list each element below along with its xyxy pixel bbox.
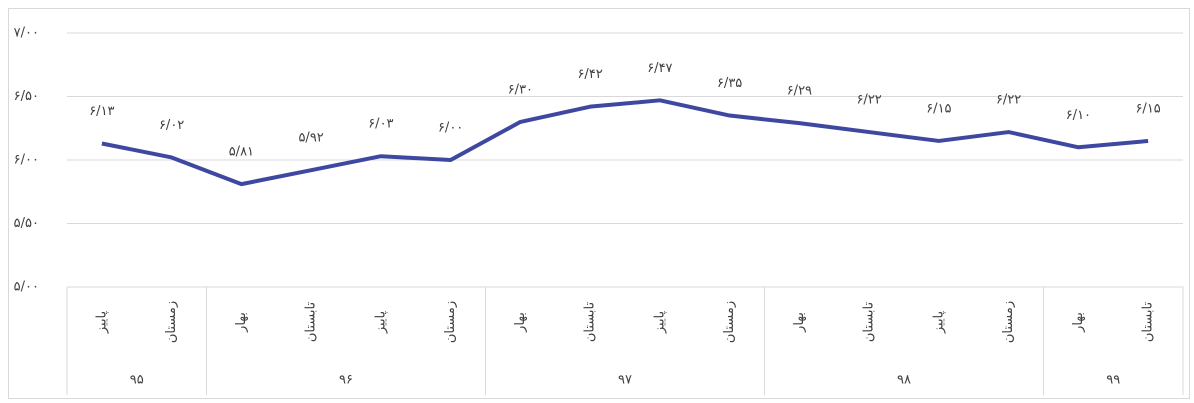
data-label: ۶/۲۲	[856, 93, 881, 108]
data-label: ۶/۱۵	[926, 101, 951, 116]
data-label: ۶/۴۲	[577, 67, 602, 82]
data-label: ۶/۱۰	[1066, 108, 1091, 123]
chart-frame	[8, 8, 1190, 399]
data-label: ۶/۰۳	[368, 117, 393, 132]
x-tick-label: پاییز	[652, 310, 667, 334]
data-label: ۶/۳۵	[717, 76, 742, 91]
data-label: ۶/۲۹	[787, 84, 812, 99]
x-tick-label: پاییز	[373, 310, 388, 334]
x-tick-label: پاییز	[94, 310, 109, 334]
line-series	[101, 98, 1149, 187]
data-label: ۶/۴۷	[647, 61, 672, 76]
x-tick-label: بهار	[234, 312, 249, 333]
y-tick-label: ۶/۵۰	[14, 89, 39, 104]
data-label: ۶/۰۰	[438, 121, 463, 136]
x-tick-label: زمستان	[443, 301, 458, 343]
data-label: ۶/۰۲	[159, 118, 184, 133]
x-tick-label: زمستان	[722, 301, 737, 343]
group-label: ۹۸	[897, 373, 911, 388]
y-tick-label: ۵/۰۰	[14, 280, 39, 295]
x-tick-label: پاییز	[931, 310, 946, 334]
data-label: ۶/۱۵	[1135, 101, 1160, 116]
data-label: ۶/۲۲	[996, 93, 1021, 108]
x-tick-label: تابستان	[304, 302, 319, 343]
data-label: ۵/۸۱	[229, 145, 254, 160]
group-label: ۹۷	[618, 373, 632, 388]
x-tick-label: بهار	[513, 312, 528, 333]
y-tick-label: ۵/۵۰	[14, 216, 39, 231]
y-tick-label: ۶/۰۰	[14, 153, 39, 168]
group-label: ۹۹	[1106, 373, 1120, 388]
y-tick-label: ۷/۰۰	[14, 26, 39, 41]
x-tick-label: بهار	[1071, 312, 1086, 333]
x-tick-label: زمستان	[164, 301, 179, 343]
x-tick-label: تابستان	[583, 302, 598, 343]
x-tick-label: بهار	[792, 312, 807, 333]
group-label: ۹۶	[339, 373, 353, 388]
data-label: ۶/۳۰	[508, 82, 533, 97]
x-tick-label: تابستان	[1141, 302, 1156, 343]
data-label: ۶/۱۳	[89, 104, 114, 119]
group-label: ۹۵	[130, 373, 144, 388]
x-tick-label: تابستان	[862, 302, 877, 343]
x-tick-label: زمستان	[1001, 301, 1016, 343]
data-label: ۵/۹۲	[298, 131, 323, 146]
